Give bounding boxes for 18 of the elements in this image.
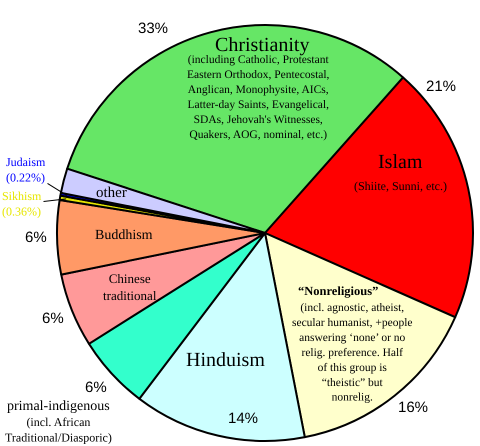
data-label: 6% — [42, 310, 64, 327]
data-label: 16% — [398, 399, 428, 416]
slice-label: Buddhism — [95, 228, 153, 243]
data-label: 33% — [138, 20, 168, 37]
slice-label: primal-indigenous (incl. African Traditional/Diasporic) — [5, 399, 112, 445]
slice-label: Chinese traditional — [103, 271, 157, 303]
slice-label: other — [96, 185, 127, 201]
slice-label: Hinduism — [186, 349, 266, 371]
data-label: (0.22%) — [6, 170, 45, 185]
data-label: 21% — [426, 78, 456, 95]
data-label: 6% — [25, 229, 47, 246]
data-label: 6% — [85, 379, 107, 396]
slice-label: Sikhism — [2, 189, 42, 203]
slice-label: Islam (Shiite, Sunni, etc.) — [354, 151, 447, 193]
data-label: (0.36%) — [2, 204, 41, 219]
data-label: 14% — [228, 410, 258, 427]
slice-label: Christianity (including Catholic, Protestant Eastern Orthodox, Pentecostal, Anglican, Monophysite, AICs, Latter-day Saints, Evangelical, SDAs, Jehovah's Witnesses, Quakers, AOG, nominal, etc.) — [187, 34, 330, 141]
slice-label: Judaism — [6, 155, 46, 169]
